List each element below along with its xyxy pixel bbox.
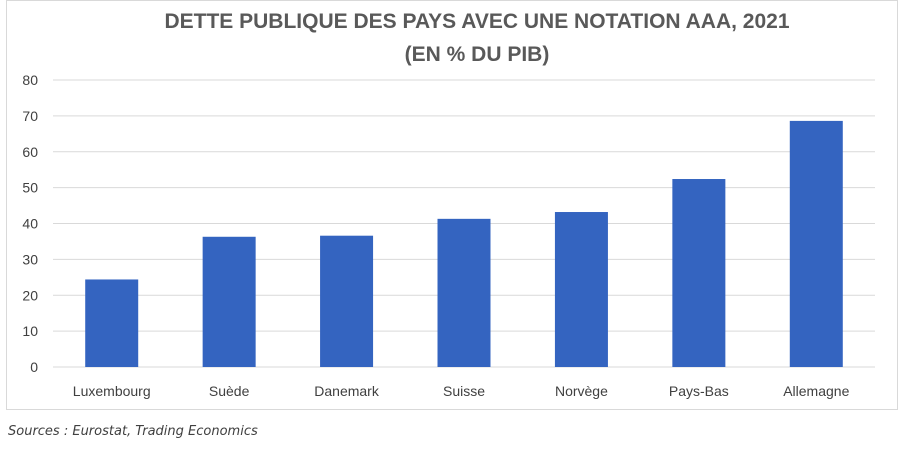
y-tick-label: 50 [22,180,38,196]
bar-allemagne [789,120,843,368]
chart-frame: DETTE PUBLIQUE DES PAYS AVEC UNE NOTATIO… [6,0,898,410]
x-category-label: Pays-Bas [669,383,729,399]
bar-chart: DETTE PUBLIQUE DES PAYS AVEC UNE NOTATIO… [22,10,875,399]
bar-su-de [202,236,256,367]
bar-pays-bas [672,179,726,367]
x-axis-labels: Luxembourg Suède Danemark Suisse Norvège Pays… [73,383,850,399]
chart-title: DETTE PUBLIQUE DES PAYS AVEC UNE NOTATIO… [164,10,789,33]
y-tick-label: 20 [22,287,38,303]
y-tick-label: 40 [22,216,38,232]
x-category-label: Allemagne [783,383,849,399]
x-category-label: Danemark [314,383,380,399]
x-category-label: Norvège [555,383,608,399]
source-note: Sources : Eurostat, Trading Economics [8,424,258,439]
y-tick-label: 30 [22,251,38,267]
y-tick-label: 80 [22,72,38,88]
y-tick-label: 10 [22,323,38,339]
bar-norv-ge [554,212,608,367]
y-tick-label: 60 [22,144,38,160]
bar-suisse [437,218,491,367]
x-category-label: Luxembourg [73,383,151,399]
bars [85,120,843,368]
x-category-label: Suisse [443,383,485,399]
y-tick-label: 70 [22,108,38,124]
x-category-label: Suède [209,383,250,399]
bar-luxembourg [85,279,139,367]
bar-danemark [320,235,374,367]
y-axis-ticks: 0 10 20 30 40 50 60 70 80 [22,72,38,375]
y-tick-label: 0 [30,359,38,375]
chart-subtitle: (EN % DU PIB) [405,43,550,66]
